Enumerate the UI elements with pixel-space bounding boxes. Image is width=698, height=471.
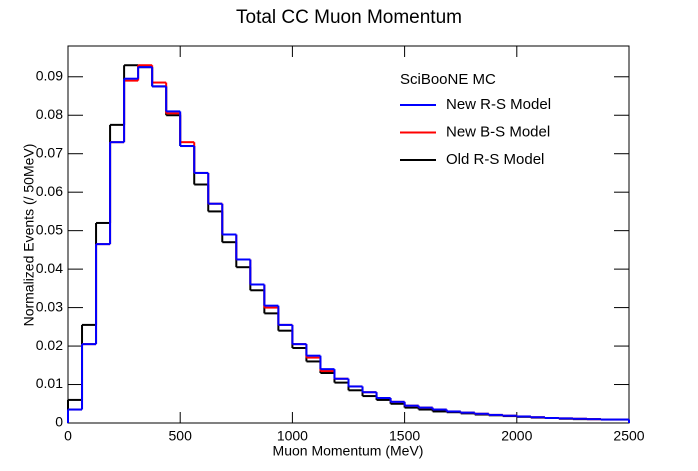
y-tick-label: 0.02 [36,337,63,353]
legend-label: Old R-S Model [446,151,544,168]
x-tick-label: 500 [169,428,193,444]
x-tick-label: 0 [64,428,72,444]
y-tick-label: 0.01 [36,375,63,391]
x-tick-label: 2000 [501,428,532,444]
x-tick-label: 1500 [389,428,420,444]
x-tick-label: 2500 [613,428,644,444]
plot-frame [67,45,630,424]
y-tick-label: 0.08 [36,106,63,122]
legend-title: SciBooNE MC [400,71,496,88]
y-tick-label: 0.03 [36,298,63,314]
y-axis-label: Normalized Events (/ 50MeV) [21,144,37,327]
y-tick-label: 0.09 [36,67,63,83]
x-tick-label: 1000 [277,428,308,444]
x-axis-label: Muon Momentum (MeV) [273,443,424,459]
y-tick-label: 0.06 [36,183,63,199]
legend-label: New R-S Model [446,96,551,113]
y-tick-label: 0 [55,414,63,430]
y-tick-label: 0.04 [36,260,63,276]
y-tick-label: 0.07 [36,144,63,160]
chart-title: Total CC Muon Momentum [236,7,462,28]
legend-label: New B-S Model [446,123,550,140]
y-tick-label: 0.05 [36,221,63,237]
